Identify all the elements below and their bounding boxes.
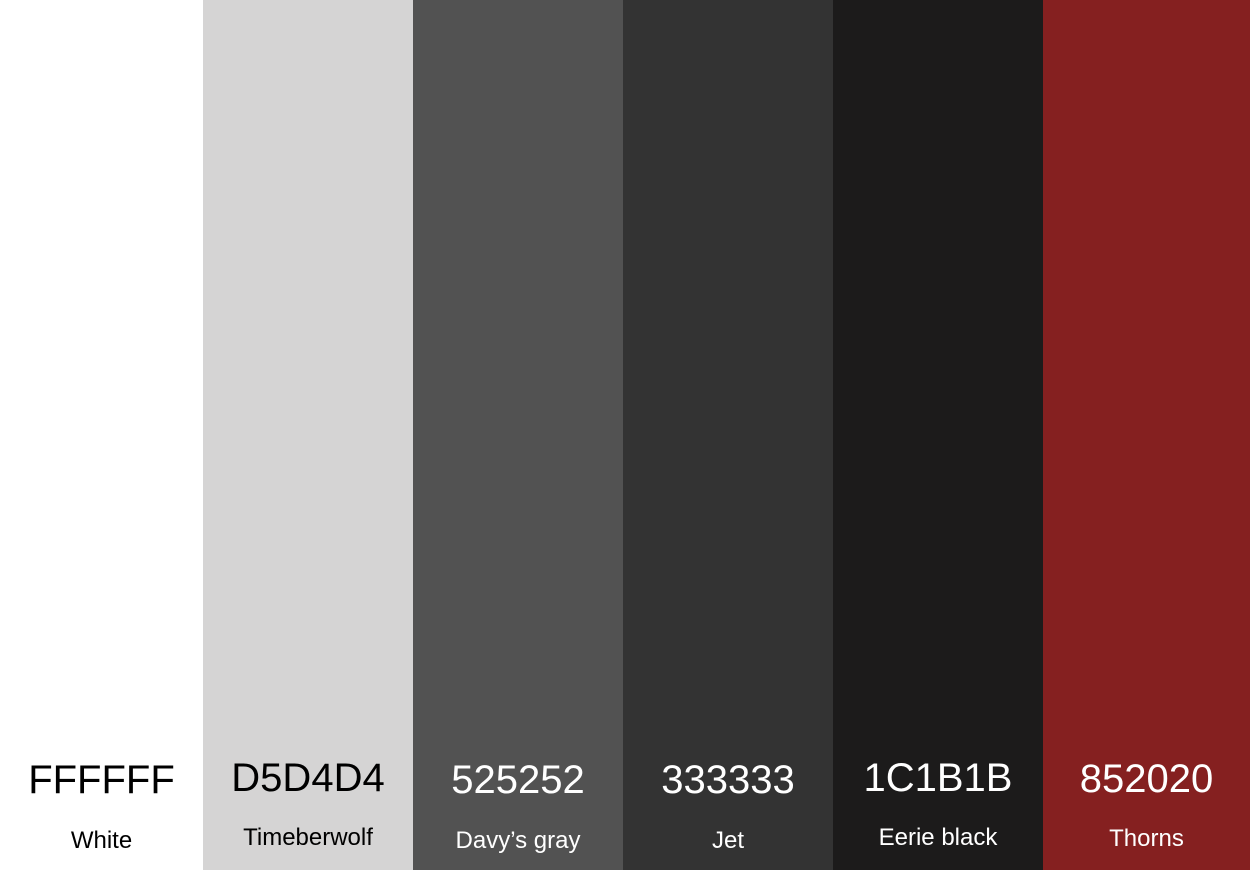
swatch-hex-code: 1C1B1B xyxy=(863,756,1013,800)
swatch-jet: 333333 Jet xyxy=(623,0,833,870)
swatch-hex-code: FFFFFF xyxy=(28,758,175,802)
swatch-davys-gray: 525252 Davy’s gray xyxy=(413,0,623,870)
swatch-timeberwolf: D5D4D4 Timeberwolf xyxy=(203,0,413,870)
swatch-color-name: Davy’s gray xyxy=(455,827,581,854)
swatch-hex-code: 525252 xyxy=(451,758,585,802)
swatch-hex-code: 333333 xyxy=(661,758,795,802)
swatch-hex-code: D5D4D4 xyxy=(231,756,385,800)
swatch-white: FFFFFF White xyxy=(0,0,203,870)
swatch-thorns: 852020 Thorns xyxy=(1043,0,1250,870)
swatch-color-name: Jet xyxy=(711,827,744,854)
swatch-color-name: Thorns xyxy=(1109,825,1184,852)
swatch-color-name: White xyxy=(70,827,133,854)
swatch-eerie-black: 1C1B1B Eerie black xyxy=(833,0,1043,870)
swatch-color-name: Timeberwolf xyxy=(243,824,373,851)
swatch-hex-code: 852020 xyxy=(1079,757,1214,801)
swatch-color-name: Eerie black xyxy=(878,824,998,851)
